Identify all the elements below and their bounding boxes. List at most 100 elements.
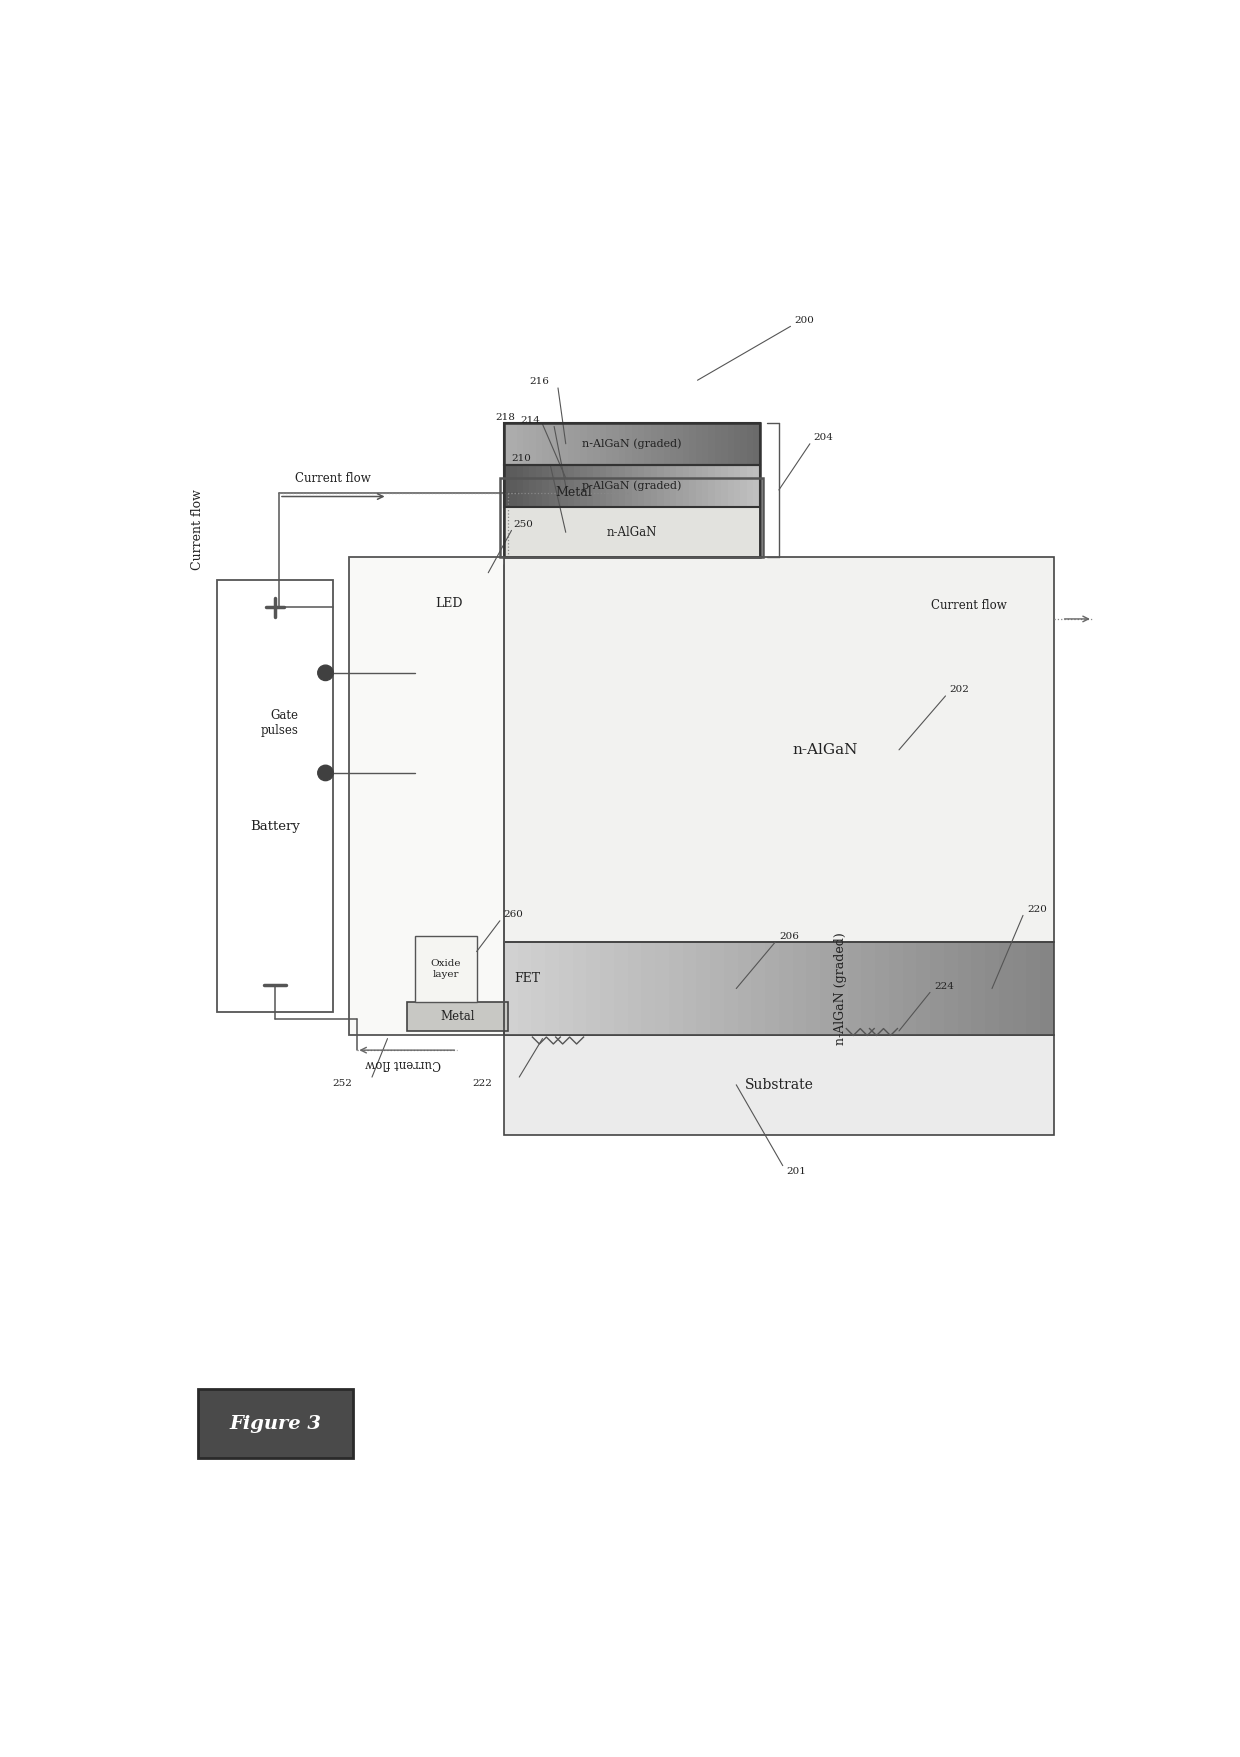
Bar (510, 423, 517, 466)
Bar (714, 423, 722, 466)
Bar (957, 942, 972, 1035)
Bar (683, 466, 689, 508)
Text: Metal: Metal (556, 487, 591, 499)
Bar (348, 557, 503, 1035)
Bar (574, 466, 580, 508)
Bar (517, 423, 523, 466)
Bar (645, 466, 651, 508)
Bar (724, 942, 738, 1035)
Bar (971, 942, 986, 1035)
Bar (542, 466, 549, 508)
Bar (734, 466, 740, 508)
Bar (523, 423, 529, 466)
Bar (734, 423, 740, 466)
Bar (862, 942, 875, 1035)
Bar (568, 466, 574, 508)
Bar (740, 466, 746, 508)
Bar (503, 423, 511, 466)
Bar (606, 466, 613, 508)
Bar (728, 466, 734, 508)
Bar (708, 466, 715, 508)
Bar (738, 942, 751, 1035)
Bar (668, 942, 683, 1035)
Bar (631, 466, 639, 508)
Bar (613, 423, 619, 466)
Bar (542, 423, 549, 466)
Bar (548, 423, 556, 466)
Bar (689, 423, 696, 466)
Text: 250: 250 (513, 520, 533, 529)
Bar (751, 942, 765, 1035)
Bar (625, 423, 632, 466)
Bar (806, 942, 821, 1035)
Bar (728, 423, 734, 466)
Bar (587, 942, 600, 1035)
Bar (510, 466, 517, 508)
Bar (600, 423, 606, 466)
Text: Current flow: Current flow (931, 599, 1007, 611)
Bar (944, 942, 959, 1035)
Bar (568, 423, 574, 466)
Bar (657, 466, 663, 508)
Bar (520, 478, 627, 508)
Text: Figure 3: Figure 3 (229, 1414, 321, 1432)
Bar (663, 466, 671, 508)
Bar (916, 942, 930, 1035)
Bar (580, 423, 588, 466)
Bar (556, 423, 562, 466)
Bar (600, 942, 614, 1035)
Text: 201: 201 (786, 1167, 806, 1175)
Bar (531, 942, 546, 1035)
Bar (529, 423, 536, 466)
Text: 218: 218 (496, 413, 516, 422)
Bar (714, 466, 722, 508)
Bar (503, 466, 511, 508)
Bar (573, 942, 587, 1035)
Text: Current flow: Current flow (295, 473, 371, 485)
Bar (600, 466, 606, 508)
Bar (740, 423, 746, 466)
Bar (702, 466, 709, 508)
Bar (746, 466, 754, 508)
Text: n-AlGaN: n-AlGaN (606, 525, 657, 539)
Bar (683, 423, 689, 466)
Circle shape (317, 766, 334, 780)
Bar (696, 423, 702, 466)
Bar (639, 423, 645, 466)
Bar (503, 942, 518, 1035)
Bar (529, 466, 536, 508)
Bar (651, 423, 657, 466)
Bar (639, 466, 645, 508)
Bar (986, 942, 999, 1035)
Bar (708, 423, 715, 466)
Text: 222: 222 (472, 1079, 492, 1088)
Circle shape (317, 666, 334, 680)
Text: 210: 210 (511, 455, 531, 464)
Bar (641, 942, 656, 1035)
Bar (820, 942, 835, 1035)
Bar (587, 466, 594, 508)
Text: 200: 200 (795, 316, 815, 325)
Text: FET: FET (513, 972, 541, 986)
Bar (593, 423, 600, 466)
Text: 216: 216 (528, 378, 549, 387)
Text: 252: 252 (332, 1079, 352, 1088)
Bar (627, 942, 642, 1035)
Bar (613, 466, 619, 508)
Bar (651, 466, 657, 508)
Bar (702, 423, 709, 466)
Bar (503, 423, 759, 466)
Bar (619, 466, 626, 508)
Bar (689, 466, 696, 508)
Bar (503, 1035, 1054, 1135)
Text: 220: 220 (1027, 905, 1047, 914)
Text: 224: 224 (934, 982, 954, 991)
Bar (503, 423, 759, 557)
Bar (1013, 942, 1027, 1035)
Text: Current flow: Current flow (191, 488, 205, 569)
Text: Current flow: Current flow (365, 1058, 441, 1070)
Bar (1027, 942, 1040, 1035)
Bar (676, 466, 683, 508)
Bar (676, 423, 683, 466)
Text: n-AlGaN: n-AlGaN (792, 743, 858, 757)
